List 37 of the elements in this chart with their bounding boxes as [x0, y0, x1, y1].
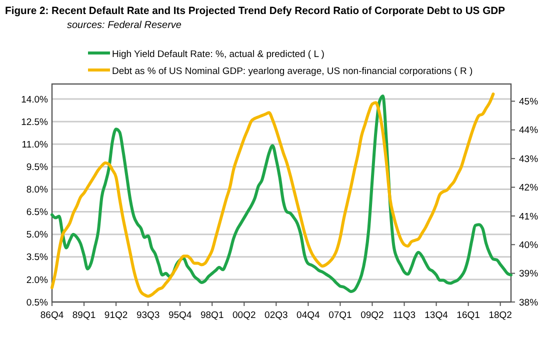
x-tick-label: 13Q4 — [424, 310, 448, 321]
y-tick-label: 0.5% — [26, 297, 49, 308]
y-tick-label: 2.0% — [26, 274, 49, 286]
x-tick-label: 16Q1 — [456, 310, 480, 321]
legend-label: Debt as % of US Nominal GDP: yearlong average, US non-financial corporations ( R ) — [112, 66, 473, 77]
x-tick-label: 91Q2 — [104, 310, 128, 321]
y2-tick-label: 41% — [519, 211, 539, 222]
x-tick-label: 11Q3 — [392, 310, 416, 321]
y2-tick-label: 45% — [519, 96, 539, 108]
y-tick-label: 8.0% — [26, 184, 49, 196]
x-tick-label: 04Q4 — [296, 310, 320, 321]
y-tick-label: 6.5% — [26, 207, 49, 218]
x-tick-label: 07Q1 — [328, 310, 352, 321]
chart-subtitle: sources: Federal Reserve — [67, 20, 182, 31]
y2-tick-label: 39% — [519, 268, 539, 280]
x-tick-label: 00Q2 — [232, 310, 256, 321]
y2-tick-label: 42% — [519, 182, 539, 194]
y-tick-label: 11.0% — [22, 139, 49, 150]
legend-label: High Yield Default Rate: %, actual & predicted ( L ) — [112, 49, 324, 60]
x-tick-label: 98Q1 — [200, 310, 224, 321]
x-tick-label: 86Q4 — [40, 310, 64, 321]
y-tick-label: 12.5% — [21, 116, 49, 128]
x-tick-label: 02Q3 — [264, 310, 288, 321]
y-tick-label: 9.5% — [26, 162, 49, 174]
y-tick-label: 14.0% — [21, 94, 49, 106]
y2-tick-label: 40% — [519, 240, 539, 251]
y2-tick-label: 44% — [519, 125, 539, 136]
y-tick-label: 5.0% — [26, 230, 49, 241]
x-tick-label: 89Q1 — [72, 310, 96, 321]
x-tick-label: 18Q2 — [488, 310, 512, 321]
y2-tick-label: 43% — [519, 154, 539, 165]
y2-tick-label: 38% — [519, 297, 539, 308]
chart-title: Figure 2: Recent Default Rate and Its Projected Trend Defy Record Ratio of Corporate Debt to US GDP — [5, 5, 513, 17]
x-tick-label: 09Q2 — [360, 310, 384, 321]
y-tick-label: 3.5% — [26, 252, 49, 264]
x-tick-label: 93Q3 — [136, 310, 160, 321]
x-tick-label: 95Q4 — [168, 310, 192, 321]
